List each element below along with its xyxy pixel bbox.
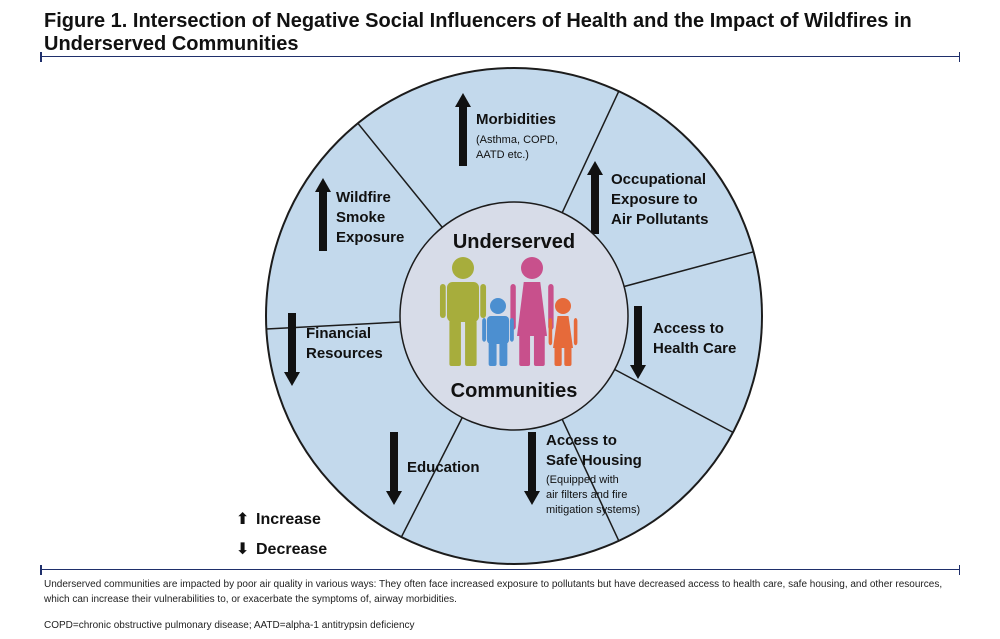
figure-title: Figure 1. Intersection of Negative Socia… — [44, 10, 912, 55]
child-girl-figure — [548, 298, 578, 366]
decrease-arrow-icon — [284, 313, 300, 386]
segment-morbidities: Morbidities (Asthma, COPD, AATD etc.) — [455, 93, 558, 166]
segment-divider — [561, 90, 620, 214]
segment-financial: Financial Resources — [284, 313, 383, 386]
segment-health-care: Access to Health Care — [630, 306, 736, 379]
segment-title: Access to — [653, 320, 724, 337]
decrease-arrow-icon — [524, 432, 540, 505]
segment-title: Exposure — [336, 229, 404, 246]
legend-decrease-label: Decrease — [256, 541, 327, 558]
segment-title: Health Care — [653, 340, 736, 357]
center-label-bottom: Communities — [451, 380, 578, 402]
segment-divider — [357, 122, 443, 228]
segment-title: Occupational — [611, 171, 706, 188]
segment-occupational: Occupational Exposure to Air Pollutants — [587, 161, 709, 234]
segment-title: Air Pollutants — [611, 211, 709, 228]
segment-title: Financial — [306, 325, 371, 342]
decrease-arrow-icon — [386, 432, 402, 505]
segment-divider — [623, 251, 754, 288]
segment-title: Resources — [306, 345, 383, 362]
segment-title: Morbidities — [476, 111, 556, 128]
legend-increase-label: Increase — [256, 511, 321, 528]
segment-title: Wildfire — [336, 189, 391, 206]
segment-subtitle: (Equipped with — [546, 474, 619, 486]
segment-subtitle: air filters and fire — [546, 489, 627, 501]
segment-divider — [561, 418, 620, 542]
top-rule — [40, 52, 960, 62]
labels-layer: Morbidities (Asthma, COPD, AATD etc.) Occup… — [284, 93, 736, 516]
segment-divider — [400, 417, 463, 538]
segment-safe-housing: Access to Safe Housing (Equipped with air f… — [524, 432, 642, 516]
footnote-abbreviations: COPD=chronic obstructive pulmonary disea… — [44, 620, 415, 631]
segment-title: Exposure to — [611, 191, 698, 208]
legend: ⬆ Increase ⬇ Decrease — [236, 511, 327, 558]
bottom-rule — [40, 565, 960, 575]
decrease-arrow-icon — [630, 306, 646, 379]
segment-subtitle: AATD etc.) — [476, 149, 529, 161]
segment-divider — [614, 368, 734, 434]
segment-subtitle: (Asthma, COPD, — [476, 134, 558, 146]
family-icon — [439, 257, 578, 366]
segment-title: Access to — [546, 432, 617, 449]
segment-education: Education — [386, 432, 480, 505]
increase-arrow-icon — [587, 161, 603, 234]
segment-title: Safe Housing — [546, 452, 642, 469]
footnote-description: Underserved communities are impacted by … — [44, 579, 943, 605]
increase-arrow-icon — [315, 178, 331, 251]
child-boy-figure — [482, 298, 514, 366]
segment-title: Education — [407, 459, 480, 476]
legend-increase-icon: ⬆ — [236, 511, 249, 528]
increase-arrow-icon — [455, 93, 471, 166]
segment-wildfire-smoke: Wildfire Smoke Exposure — [315, 178, 404, 251]
center-layer: Underserved Communities — [399, 201, 629, 431]
center-label-top: Underserved — [453, 231, 575, 253]
legend-decrease-icon: ⬇ — [236, 541, 249, 558]
adult-male-figure — [439, 257, 487, 366]
segment-title: Smoke — [336, 209, 385, 226]
segment-subtitle: mitigation systems) — [546, 504, 640, 516]
